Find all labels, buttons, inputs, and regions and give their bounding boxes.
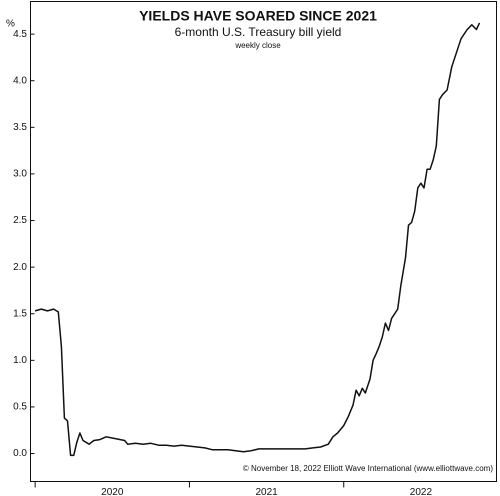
y-tick-label: 1.5 — [13, 308, 27, 319]
chart-title: YIELDS HAVE SOARED SINCE 2021 — [139, 8, 377, 24]
y-tick-label: 3.5 — [13, 122, 27, 133]
credit: © November 18, 2022 Elliott Wave Interna… — [243, 464, 493, 473]
y-tick-label: 2.0 — [13, 262, 27, 273]
y-tick-label: 1.0 — [13, 355, 27, 366]
y-tick-label: 2.5 — [13, 215, 27, 226]
y-axis-label: % — [6, 19, 15, 30]
y-tick-label: 4.0 — [13, 75, 27, 86]
x-tick-label: 2020 — [101, 487, 124, 496]
x-tick-label: 2022 — [410, 487, 433, 496]
plot-frame — [30, 1, 497, 482]
data-line — [34, 22, 481, 457]
y-tick-label: 0.5 — [13, 402, 27, 413]
y-tick-label: 4.5 — [13, 29, 27, 40]
x-tick-label: 2021 — [255, 487, 278, 496]
chart-note: weekly close — [234, 41, 281, 50]
y-tick-label: 0.0 — [13, 448, 27, 459]
y-tick-label: 3.0 — [13, 169, 27, 180]
chart-subtitle: 6-month U.S. Treasury bill yield — [175, 25, 342, 39]
